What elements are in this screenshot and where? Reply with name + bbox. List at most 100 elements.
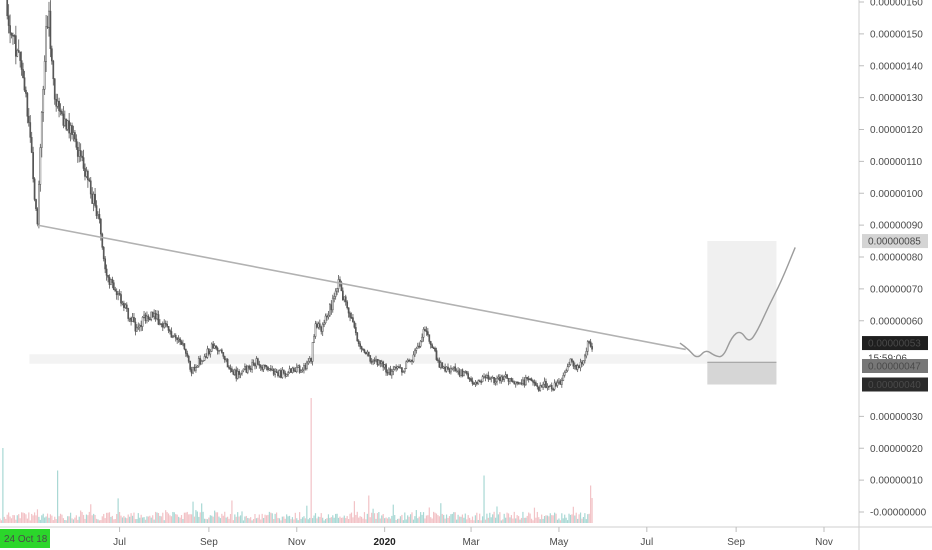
candle-body	[481, 376, 484, 382]
volume-bar	[156, 512, 158, 523]
volume-bar	[22, 512, 24, 523]
price-label-47: 0.00000047	[868, 362, 921, 373]
volume-bar	[365, 519, 367, 523]
volume-bar	[97, 519, 99, 523]
candle-body	[542, 384, 544, 388]
candle-body	[29, 122, 32, 138]
volume-bar	[176, 514, 178, 523]
candle-body	[545, 381, 547, 388]
volume-bar	[51, 515, 53, 523]
volume-bar	[352, 517, 354, 523]
volume-bar	[342, 517, 344, 523]
candle-body	[323, 322, 325, 325]
volume-bar	[398, 518, 400, 523]
volume-bar	[505, 517, 507, 523]
volume-bar	[290, 519, 292, 523]
candle-body	[582, 360, 585, 365]
candle-body	[556, 382, 559, 386]
candle-body	[58, 100, 60, 111]
candle-body	[146, 315, 148, 322]
volume-bar	[247, 517, 249, 523]
candle-body	[340, 282, 343, 292]
candle-body	[405, 361, 408, 369]
candle-body	[563, 372, 566, 376]
volume-bar	[414, 516, 416, 523]
volume-bar	[255, 518, 258, 523]
candle-body	[357, 340, 360, 344]
candle-body	[257, 358, 259, 365]
volume-bar	[283, 516, 285, 523]
candle-body	[520, 382, 523, 385]
candle-body	[205, 356, 207, 358]
candle-body	[134, 321, 137, 332]
candle-body	[378, 360, 380, 365]
volume-bar	[118, 512, 121, 523]
candle-body	[238, 371, 240, 375]
volume-bar	[196, 511, 198, 523]
volume-bar	[437, 515, 439, 523]
candle-body	[380, 361, 383, 364]
volume-bar	[409, 514, 412, 523]
candle-body	[26, 93, 29, 117]
volume-bar	[450, 514, 452, 523]
volume-bar	[167, 513, 170, 523]
y-tick-label: 0.00000130	[870, 93, 923, 104]
candle-body	[316, 323, 318, 328]
volume-bar	[541, 514, 543, 523]
volume-bar	[108, 512, 111, 523]
candle-body	[14, 35, 17, 57]
candle-body	[336, 288, 338, 292]
volume-bar	[5, 518, 7, 523]
volume-bar	[519, 519, 521, 523]
volume-bar	[435, 513, 438, 523]
volume-bar	[278, 518, 281, 523]
volume-bar	[237, 512, 239, 523]
candle-body	[124, 304, 127, 308]
candle-body	[209, 351, 212, 355]
volume-bar	[257, 517, 259, 523]
candle-body	[215, 345, 217, 349]
target-box	[707, 241, 777, 363]
candle-body	[114, 289, 117, 292]
candle-body	[170, 331, 173, 338]
volume-bar	[68, 516, 70, 523]
volume-bar	[558, 518, 560, 523]
volume-bar	[35, 515, 37, 523]
date-badge	[0, 529, 50, 548]
y-tick-label: 0.00000150	[870, 29, 923, 40]
candle-body	[477, 380, 480, 385]
volume-bar	[6, 514, 8, 523]
candle-body	[43, 61, 46, 90]
volume-bar	[430, 517, 432, 523]
volume-bar	[198, 516, 200, 523]
volume-bar	[441, 513, 443, 523]
candle-body	[304, 365, 307, 369]
volume-bar	[471, 516, 474, 523]
date-badge-label: 24 Oct 18	[4, 534, 48, 545]
candle-body	[197, 358, 200, 367]
candle-body	[421, 336, 423, 342]
volume-bar	[322, 517, 324, 523]
candle-body	[412, 354, 415, 362]
volume-bar	[36, 509, 39, 523]
volume-bar	[379, 518, 381, 523]
volume-bar	[88, 511, 90, 523]
volume-bar	[335, 513, 337, 523]
candle-body	[494, 381, 497, 384]
candle-body	[203, 356, 206, 361]
volume-bar	[418, 516, 420, 523]
volume-bar	[395, 519, 397, 523]
volume-bar	[384, 518, 386, 523]
x-tick-label: May	[549, 537, 568, 548]
candle-body	[172, 336, 174, 338]
candle-body	[497, 376, 500, 379]
candle-body	[138, 325, 141, 328]
volume-bar	[98, 520, 100, 523]
candle-body	[550, 385, 553, 390]
volume-bar	[180, 515, 183, 523]
candle-body	[519, 382, 521, 385]
candle-body	[529, 378, 531, 381]
candle-body	[461, 369, 464, 376]
volume-bar	[126, 518, 128, 523]
